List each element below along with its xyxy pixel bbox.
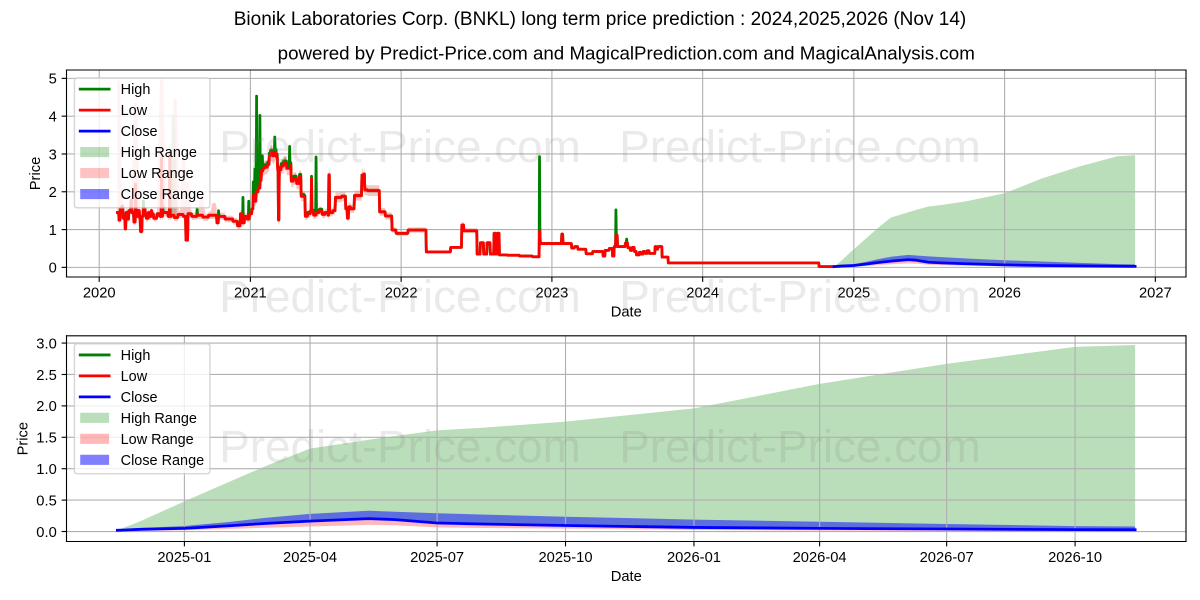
svg-text:4: 4: [49, 110, 57, 126]
svg-text:Low: Low: [121, 369, 148, 385]
svg-text:0.0: 0.0: [36, 525, 56, 541]
svg-text:2027: 2027: [1139, 285, 1172, 301]
svg-text:2026-01: 2026-01: [667, 550, 721, 566]
svg-text:Close Range: Close Range: [121, 453, 204, 469]
svg-text:2026-04: 2026-04: [793, 550, 847, 566]
svg-text:2025-10: 2025-10: [539, 550, 593, 566]
svg-text:2.0: 2.0: [36, 399, 56, 415]
svg-text:Predict-Price.com: Predict-Price.com: [219, 271, 581, 322]
svg-text:2023: 2023: [536, 285, 569, 301]
svg-text:1: 1: [49, 223, 57, 239]
svg-text:Bionik Laboratories Corp. (BNK: Bionik Laboratories Corp. (BNKL) long te…: [234, 9, 967, 30]
svg-text:High: High: [121, 82, 151, 98]
svg-text:2024: 2024: [686, 285, 719, 301]
svg-text:0: 0: [49, 261, 57, 277]
svg-text:Predict-Price.com: Predict-Price.com: [219, 121, 581, 172]
svg-text:2025: 2025: [837, 285, 870, 301]
svg-text:Predict-Price.com: Predict-Price.com: [619, 271, 981, 322]
svg-text:0.5: 0.5: [36, 493, 56, 509]
svg-text:Low: Low: [121, 103, 148, 119]
svg-text:2021: 2021: [234, 285, 267, 301]
svg-text:1.5: 1.5: [36, 431, 56, 447]
svg-text:Price: Price: [16, 422, 32, 456]
svg-text:2026-10: 2026-10: [1048, 550, 1102, 566]
svg-text:Date: Date: [611, 569, 642, 585]
svg-text:Price: Price: [28, 157, 44, 191]
svg-text:Predict-Price.com: Predict-Price.com: [219, 421, 581, 472]
svg-text:Close: Close: [121, 124, 158, 140]
svg-text:Close Range: Close Range: [121, 187, 204, 203]
svg-text:Low Range: Low Range: [121, 166, 194, 182]
svg-text:High Range: High Range: [121, 145, 197, 161]
svg-text:2020: 2020: [83, 285, 116, 301]
svg-text:2026-07: 2026-07: [920, 550, 974, 566]
svg-text:3.0: 3.0: [36, 336, 56, 352]
svg-text:Date: Date: [611, 305, 642, 321]
svg-text:2: 2: [49, 185, 57, 201]
svg-text:High Range: High Range: [121, 411, 197, 427]
svg-text:2022: 2022: [385, 285, 418, 301]
svg-text:2026: 2026: [988, 285, 1021, 301]
svg-text:2025-01: 2025-01: [157, 550, 211, 566]
svg-text:1.0: 1.0: [36, 462, 56, 478]
svg-text:2025-07: 2025-07: [410, 550, 464, 566]
svg-text:Predict-Price.com: Predict-Price.com: [619, 421, 981, 472]
svg-text:High: High: [121, 348, 151, 364]
svg-text:Low Range: Low Range: [121, 432, 194, 448]
svg-text:2.5: 2.5: [36, 368, 56, 384]
svg-text:Predict-Price.com: Predict-Price.com: [619, 121, 981, 172]
svg-text:5: 5: [49, 72, 57, 88]
svg-text:3: 3: [49, 147, 57, 163]
svg-text:2025-04: 2025-04: [283, 550, 337, 566]
svg-text:powered by Predict-Price.com a: powered by Predict-Price.com and Magical…: [278, 43, 975, 64]
svg-text:Close: Close: [121, 390, 158, 406]
